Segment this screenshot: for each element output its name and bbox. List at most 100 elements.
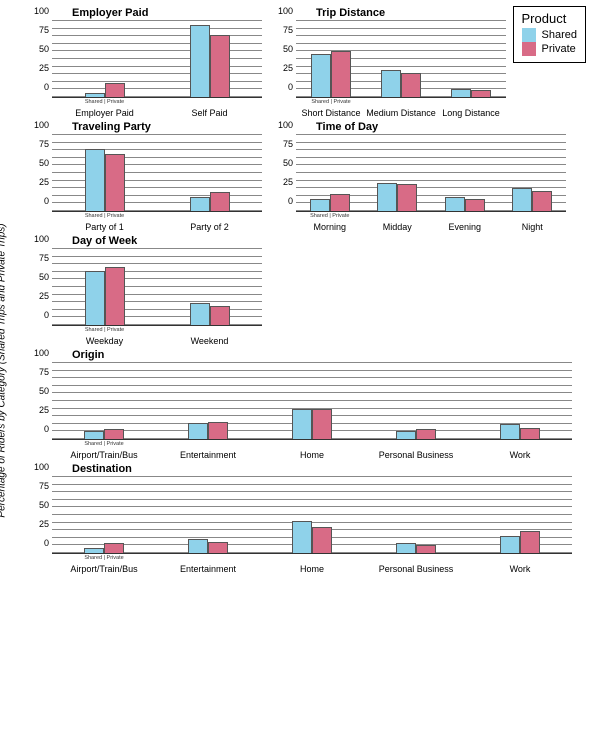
legend-swatch bbox=[522, 42, 536, 56]
y-tick: 75 bbox=[283, 25, 293, 35]
bar-group bbox=[499, 135, 567, 211]
y-tick: 25 bbox=[39, 405, 49, 415]
panel-title: Origin bbox=[72, 349, 104, 361]
y-tick: 0 bbox=[44, 196, 49, 206]
y-tick: 50 bbox=[39, 500, 49, 510]
y-tick: 50 bbox=[39, 158, 49, 168]
panel-employer-paid: Employer Paid0255075100Shared | Private E… bbox=[32, 8, 262, 118]
panel-row: Origin0255075100Shared | PrivateAirport/… bbox=[32, 350, 588, 460]
y-tick: 0 bbox=[44, 538, 49, 548]
bar-private bbox=[520, 531, 540, 553]
y-tick: 25 bbox=[283, 63, 293, 73]
bars-container: Shared | Private bbox=[52, 135, 262, 211]
bar-shared bbox=[190, 25, 210, 97]
bar-shared bbox=[188, 539, 208, 553]
x-labels: Party of 1Party of 2 bbox=[32, 222, 262, 232]
bar-private bbox=[520, 428, 540, 439]
y-tick: 0 bbox=[44, 310, 49, 320]
bar-shared bbox=[190, 303, 210, 325]
x-label: Self Paid bbox=[157, 108, 262, 118]
x-labels: Short DistanceMedium DistanceLong Distan… bbox=[276, 108, 506, 118]
bar-private bbox=[416, 429, 436, 439]
bar-private bbox=[210, 192, 230, 211]
bar-shared bbox=[451, 89, 471, 97]
panels-grid: Employer Paid0255075100Shared | PrivateE… bbox=[32, 8, 588, 574]
bars-container: Shared | Private bbox=[296, 21, 506, 97]
panel-title: Trip Distance bbox=[316, 7, 385, 19]
y-tick: 25 bbox=[39, 63, 49, 73]
x-label: Personal Business bbox=[364, 564, 468, 574]
y-tick: 0 bbox=[44, 424, 49, 434]
y-tick: 0 bbox=[288, 196, 293, 206]
bar-private bbox=[104, 429, 124, 439]
y-tick: 25 bbox=[39, 519, 49, 529]
bar-private bbox=[104, 543, 124, 553]
y-tick: 75 bbox=[39, 481, 49, 491]
plot-area: 0255075100Shared | Private bbox=[52, 20, 262, 98]
bar-group: Shared | Private bbox=[52, 249, 157, 325]
x-label: Work bbox=[468, 450, 572, 460]
bars-container: Shared | Private bbox=[52, 363, 572, 439]
bar-shared bbox=[292, 521, 312, 553]
y-tick: 50 bbox=[283, 44, 293, 54]
bars-container: Shared | Private bbox=[52, 21, 262, 97]
y-tick: 50 bbox=[283, 158, 293, 168]
x-label: Morning bbox=[296, 222, 364, 232]
bar-group bbox=[431, 135, 499, 211]
legend-title: Product bbox=[522, 11, 577, 26]
bar-group bbox=[468, 363, 572, 439]
legend: Product SharedPrivate bbox=[513, 6, 586, 63]
sublabel: Shared | Private bbox=[85, 99, 124, 105]
bar-shared bbox=[512, 188, 532, 211]
x-labels: MorningMiddayEveningNight bbox=[276, 222, 566, 232]
bar-private bbox=[312, 527, 332, 553]
x-labels: Employer PaidSelf Paid bbox=[32, 108, 262, 118]
bar-shared bbox=[85, 271, 105, 325]
bar-group: Shared | Private bbox=[52, 21, 157, 97]
bar-group bbox=[436, 21, 506, 97]
panel-title: Destination bbox=[72, 463, 132, 475]
bar-shared bbox=[396, 543, 416, 553]
bars-container: Shared | Private bbox=[52, 477, 572, 553]
x-label: Night bbox=[499, 222, 567, 232]
bar-shared bbox=[396, 431, 416, 439]
bar-shared bbox=[85, 93, 105, 97]
bar-group bbox=[157, 249, 262, 325]
bar-group bbox=[157, 21, 262, 97]
panel-row: Employer Paid0255075100Shared | Private E… bbox=[32, 8, 588, 118]
bar-private bbox=[105, 154, 125, 211]
x-label: Airport/Train/Bus bbox=[52, 450, 156, 460]
y-tick: 25 bbox=[283, 177, 293, 187]
x-label: Medium Distance bbox=[366, 108, 436, 118]
bar-shared bbox=[377, 183, 397, 211]
plot-area: 0255075100Shared | Private bbox=[52, 476, 572, 554]
legend-label: Shared bbox=[542, 29, 577, 41]
y-tick: 100 bbox=[34, 348, 49, 358]
bar-group bbox=[468, 477, 572, 553]
bar-shared bbox=[500, 424, 520, 439]
bar-private bbox=[532, 191, 552, 211]
bar-group bbox=[156, 477, 260, 553]
x-label: Weekend bbox=[157, 336, 262, 346]
plot-area: 0255075100Shared | Private bbox=[52, 248, 262, 326]
panel-title: Day of Week bbox=[72, 235, 137, 247]
legend-item-private: Private bbox=[522, 42, 577, 56]
legend-item-shared: Shared bbox=[522, 28, 577, 42]
panel-row: Day of Week0255075100Shared | Private Wee… bbox=[32, 236, 588, 346]
bars-container: Shared | Private bbox=[52, 249, 262, 325]
bar-shared bbox=[85, 149, 105, 211]
bar-private bbox=[105, 83, 125, 97]
y-tick: 100 bbox=[34, 462, 49, 472]
y-tick: 25 bbox=[39, 177, 49, 187]
bar-private bbox=[210, 35, 230, 97]
x-labels: Airport/Train/BusEntertainmentHomePerson… bbox=[32, 450, 572, 460]
y-tick: 50 bbox=[39, 386, 49, 396]
sublabel: Shared | Private bbox=[85, 213, 124, 219]
panel-title: Employer Paid bbox=[72, 7, 148, 19]
bar-group: Shared | Private bbox=[52, 135, 157, 211]
bar-private bbox=[210, 306, 230, 325]
bar-shared bbox=[190, 197, 210, 211]
panel-trip-distance: Trip Distance0255075100Shared | PrivateS… bbox=[276, 8, 506, 118]
panel-origin: Origin0255075100Shared | PrivateAirport/… bbox=[32, 350, 572, 460]
bar-shared bbox=[310, 199, 330, 211]
